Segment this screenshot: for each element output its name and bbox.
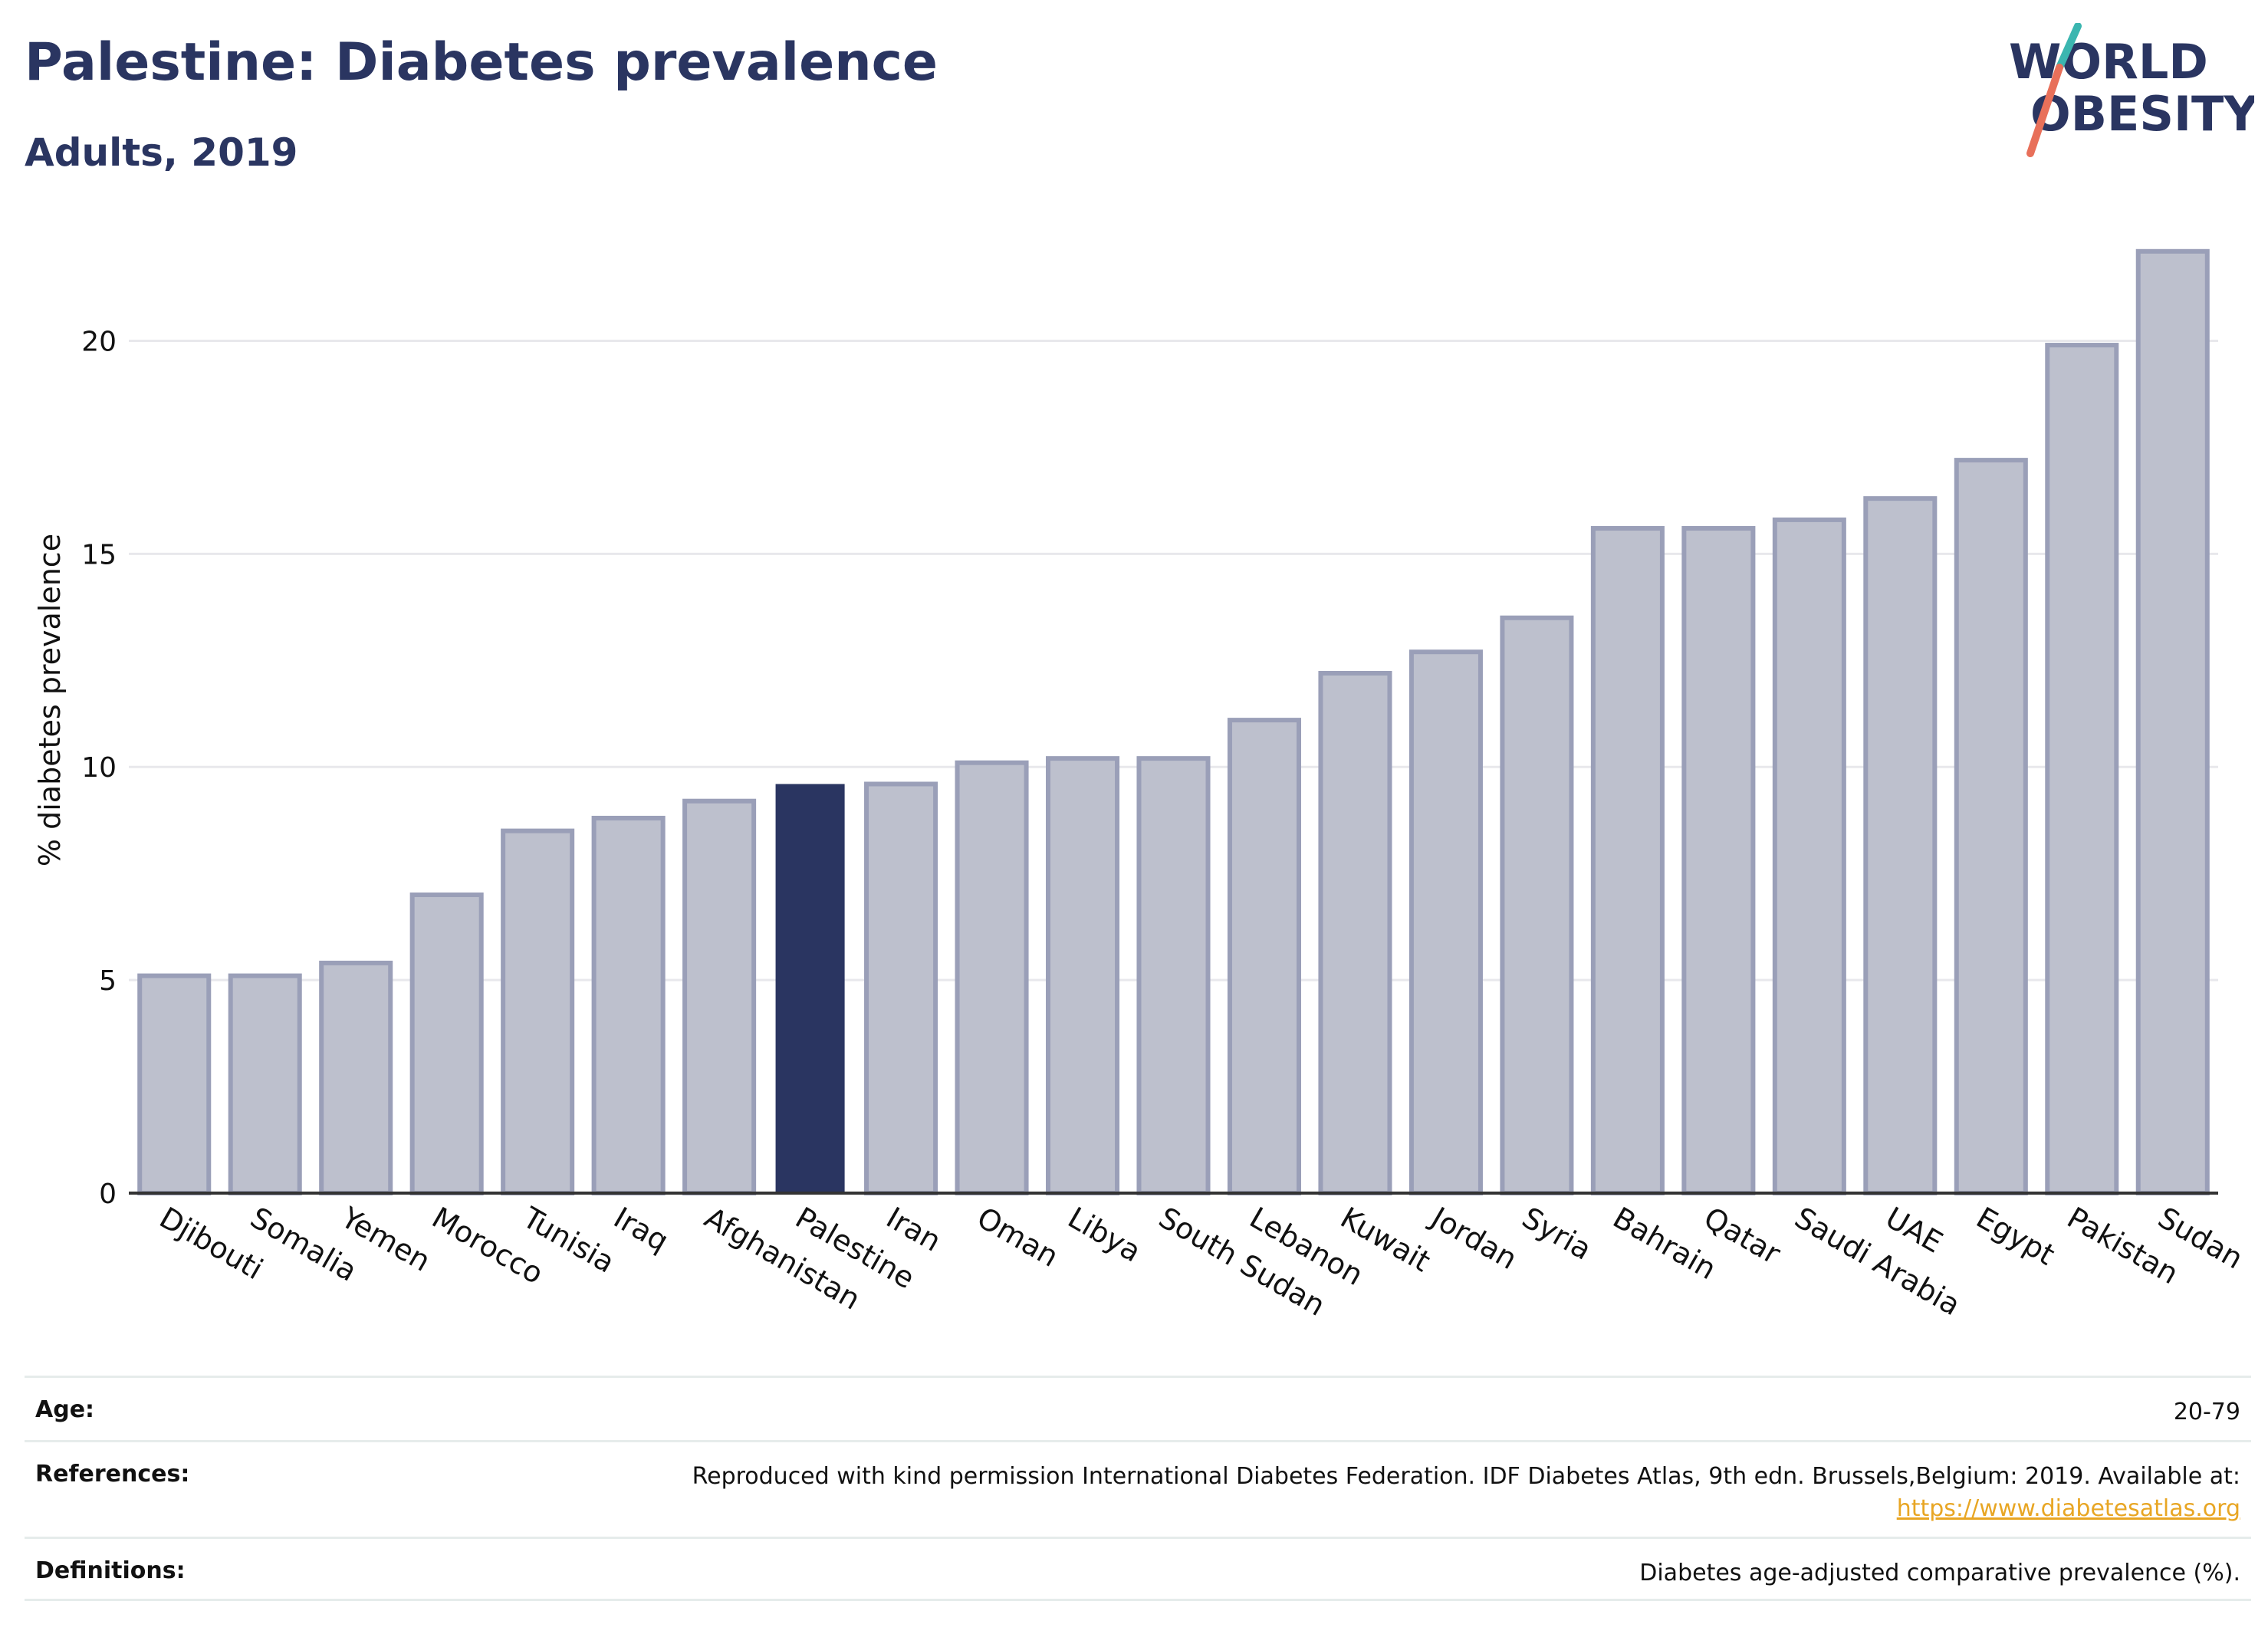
x-tick-label: Libya [1063, 1201, 1147, 1269]
bar [1590, 526, 1665, 1195]
definitions-value: Diabetes age-adjusted comparative preval… [1639, 1560, 2240, 1586]
bar [2045, 343, 2119, 1195]
references-link[interactable]: https://www.diabetesatlas.org [1896, 1495, 2240, 1522]
bar [409, 892, 484, 1196]
bar [1681, 526, 1756, 1195]
bar [1408, 649, 1483, 1195]
references-value: Reproduced with kind permission Internat… [692, 1461, 2240, 1525]
info-row-references: References: Reproduced with kind permiss… [25, 1440, 2251, 1537]
x-tick-label: Djibouti [154, 1201, 269, 1287]
bar [682, 798, 757, 1196]
x-tick-label: Jordan [1425, 1200, 1523, 1277]
chart-subtitle: Adults, 2019 [25, 130, 298, 175]
y-tick-label: 20 [81, 326, 117, 357]
bar [228, 973, 302, 1196]
bar [1863, 496, 1938, 1195]
references-label: References: [35, 1461, 190, 1488]
x-tick-label: Egypt [1971, 1201, 2060, 1272]
bar [2135, 248, 2210, 1195]
bar [1136, 756, 1211, 1195]
bar [1954, 458, 2028, 1195]
y-tick-label: 0 [99, 1179, 117, 1210]
bar-layer [137, 248, 2210, 1196]
y-tick-label: 5 [99, 965, 117, 997]
bar [1227, 718, 1302, 1195]
definitions-label: Definitions: [35, 1557, 186, 1584]
bar [591, 815, 666, 1196]
y-tick-label: 10 [81, 752, 117, 784]
age-value: 20-79 [2173, 1399, 2240, 1425]
info-table: Age: 20-79 References: Reproduced with k… [25, 1376, 2251, 1601]
x-tick-label: Saudi Arabia [1789, 1201, 1966, 1323]
references-text: Reproduced with kind permission Internat… [692, 1463, 2240, 1490]
world-obesity-logo: WORLD OBESITY [2009, 23, 2254, 157]
age-label: Age: [35, 1396, 95, 1423]
bar [319, 960, 393, 1195]
bar [955, 760, 1029, 1195]
x-tick-label: Syria [1517, 1201, 1597, 1267]
y-tick-label: 15 [81, 539, 117, 570]
bar-chart: 05101520DjiboutiSomaliaYemenMoroccoTunis… [33, 248, 2249, 1323]
chart-title: Palestine: Diabetes prevalence [25, 32, 938, 93]
bar-highlight [775, 784, 845, 1193]
bar [137, 973, 212, 1196]
bar [1772, 517, 1846, 1195]
bar [864, 781, 938, 1195]
bar [1500, 615, 1574, 1195]
info-row-definitions: Definitions: Diabetes age-adjusted compa… [25, 1537, 2251, 1601]
bar [1318, 670, 1392, 1195]
logo-line1: WORLD [2009, 34, 2208, 90]
bar [1046, 756, 1120, 1195]
info-row-age: Age: 20-79 [25, 1376, 2251, 1440]
bar [501, 828, 575, 1195]
logo-line2: OBESITY [2030, 86, 2254, 142]
x-tick-label: Bahrain [1607, 1201, 1721, 1287]
y-axis-label: % diabetes prevalence [33, 534, 67, 866]
x-tick-label: Oman [971, 1201, 1064, 1274]
